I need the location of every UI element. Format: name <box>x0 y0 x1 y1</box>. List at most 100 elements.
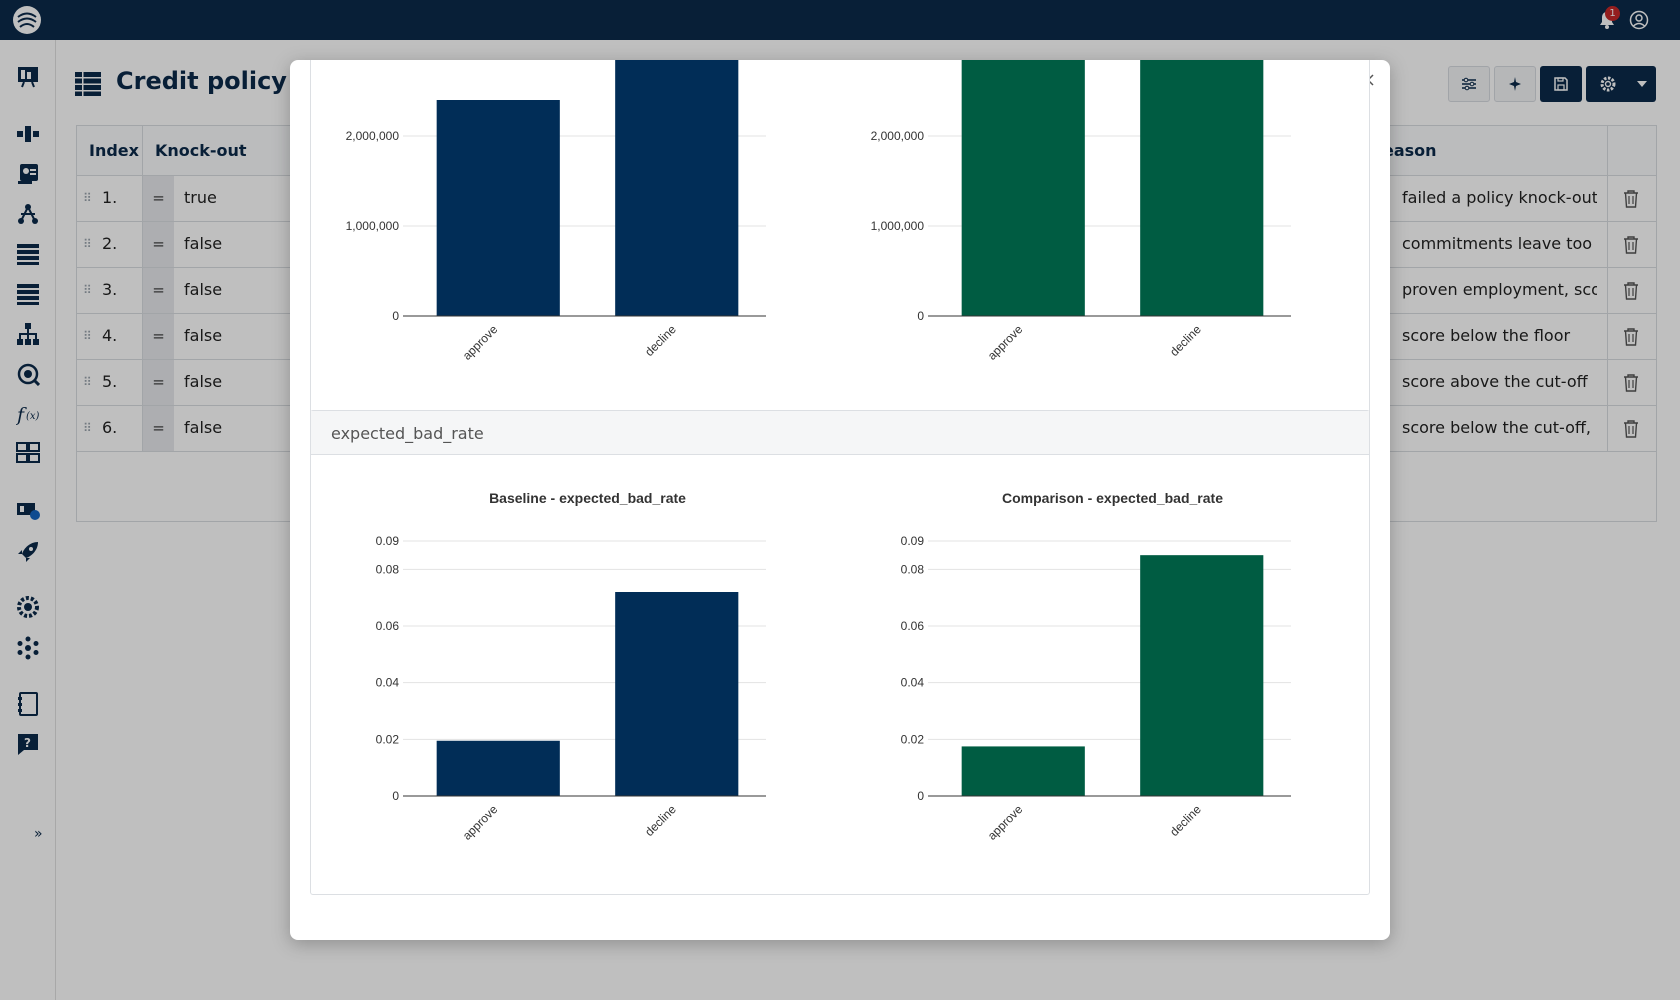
dataset-icon[interactable] <box>16 440 40 464</box>
x-tick-label: approve <box>460 802 501 843</box>
y-tick-label: 0.02 <box>376 732 400 746</box>
x-tick-label: decline <box>1167 322 1204 359</box>
y-tick-label: 0.04 <box>376 676 400 690</box>
y-tick-label: 2,000,000 <box>871 129 925 143</box>
x-tick-label: decline <box>642 802 679 839</box>
chart-title: Comparison - expected_bad_rate <box>1002 490 1223 506</box>
logo-icon[interactable] <box>11 4 43 36</box>
trash-icon[interactable] <box>1622 235 1640 255</box>
sidebar-expand-button[interactable]: » <box>34 826 43 842</box>
operator-cell[interactable]: = <box>143 176 174 221</box>
ruleset-icon[interactable] <box>16 282 40 306</box>
knockout-cell[interactable]: true <box>184 188 217 207</box>
row-index: 3. <box>102 280 118 299</box>
settings-menu-button[interactable] <box>1586 66 1656 102</box>
bar-approve <box>961 746 1085 796</box>
magic-button[interactable] <box>1494 66 1536 102</box>
x-tick-label: decline <box>1167 802 1204 839</box>
dashboard-icon[interactable] <box>16 64 40 88</box>
operator-cell[interactable]: = <box>143 360 174 405</box>
drag-handle-icon[interactable]: ⠿ <box>83 329 92 343</box>
knockout-cell[interactable]: false <box>184 418 223 437</box>
caret-down-icon <box>1637 81 1647 87</box>
baseline-chart-1: 0 1,000,000 2,000,000 approve decline <box>346 60 766 363</box>
flow-icon[interactable] <box>16 122 40 146</box>
operator-cell[interactable]: = <box>143 222 174 267</box>
trash-icon[interactable] <box>1622 327 1640 347</box>
operator-cell[interactable]: = <box>143 314 174 359</box>
y-tick-label: 0 <box>392 309 399 323</box>
policy-table-icon[interactable] <box>16 242 40 266</box>
settings-gear-icon[interactable] <box>16 595 40 619</box>
function-icon[interactable]: f (x) <box>16 402 40 426</box>
operator-cell[interactable]: = <box>143 406 174 451</box>
y-tick-label: 0.08 <box>376 562 400 576</box>
contacts-icon[interactable] <box>16 162 40 186</box>
column-divider <box>1607 126 1608 452</box>
reason-cell[interactable]: score below the cut-off, no <box>1402 418 1597 437</box>
row-index: 5. <box>102 372 118 391</box>
y-tick-label: 2,000,000 <box>346 129 400 143</box>
network-icon[interactable] <box>16 636 40 660</box>
model-icon[interactable] <box>16 362 40 386</box>
row-index: 1. <box>102 188 118 207</box>
drag-handle-icon[interactable]: ⠿ <box>83 375 92 389</box>
rocket-icon[interactable] <box>16 540 40 564</box>
y-tick-label: 0 <box>392 789 399 803</box>
column-header-knockout[interactable]: Knock-out <box>155 141 247 160</box>
bar-approve <box>961 60 1085 316</box>
y-tick-label: 0 <box>917 789 924 803</box>
panel-title: expected_bad_rate <box>331 424 484 443</box>
y-tick-label: 0.06 <box>901 619 925 633</box>
row-index: 2. <box>102 234 118 253</box>
knockout-cell[interactable]: false <box>184 372 223 391</box>
top-bar: 1 <box>0 0 1680 40</box>
trash-icon[interactable] <box>1622 419 1640 439</box>
y-tick-label: 0.08 <box>901 562 925 576</box>
trash-icon[interactable] <box>1622 373 1640 393</box>
chart-title: Baseline - expected_bad_rate <box>489 490 686 506</box>
reason-cell[interactable]: score below the floor <box>1402 326 1571 345</box>
y-tick-label: 0.09 <box>376 534 400 548</box>
knockout-cell[interactable]: false <box>184 280 223 299</box>
knockout-cell[interactable]: false <box>184 234 223 253</box>
sidebar: f (x) ? » <box>0 40 56 1000</box>
trash-icon[interactable] <box>1622 281 1640 301</box>
baseline-expected-bad-rate-chart: Baseline - expected_bad_rate 0 0.02 0.04 0.0… <box>376 490 766 843</box>
drag-handle-icon[interactable]: ⠿ <box>83 191 92 205</box>
column-header-reason[interactable]: eason <box>1383 141 1437 160</box>
hierarchy-icon[interactable] <box>16 322 40 346</box>
notification-badge: 1 <box>1605 6 1620 21</box>
bar-approve <box>436 100 560 316</box>
save-button[interactable] <box>1540 66 1582 102</box>
column-divider <box>142 126 143 452</box>
row-index: 6. <box>102 418 118 437</box>
reason-cell[interactable]: failed a policy knock-out <box>1402 188 1597 207</box>
filter-button[interactable] <box>1448 66 1490 102</box>
operator-cell[interactable]: = <box>143 268 174 313</box>
bar-decline <box>615 60 739 316</box>
user-icon[interactable] <box>1629 10 1649 30</box>
column-header-index[interactable]: Index <box>89 141 139 160</box>
reason-cell[interactable]: commitments leave too litt <box>1402 234 1597 253</box>
document-icon[interactable] <box>16 692 40 716</box>
gear-icon <box>1600 76 1616 92</box>
drag-handle-icon[interactable]: ⠿ <box>83 237 92 251</box>
trash-icon[interactable] <box>1622 189 1640 209</box>
svg-text:f: f <box>16 404 27 426</box>
table-row[interactable]: ⠿ 5. = false score above the cut-off <box>77 360 1656 406</box>
deployment-icon[interactable] <box>16 498 40 522</box>
decision-tree-icon[interactable] <box>16 202 40 226</box>
drag-handle-icon[interactable]: ⠿ <box>83 421 92 435</box>
reason-cell[interactable]: proven employment, score <box>1402 280 1597 299</box>
filter-icon <box>1462 77 1476 91</box>
drag-handle-icon[interactable]: ⠿ <box>83 283 92 297</box>
reason-cell[interactable]: score above the cut-off <box>1402 372 1588 391</box>
knockout-cell[interactable]: false <box>184 326 223 345</box>
comparison-modal: 0 1,000,000 2,000,000 approve decline 0 1,000… <box>290 60 1390 940</box>
help-icon[interactable]: ? <box>16 732 40 756</box>
panel-header: expected_bad_rate <box>311 411 1369 455</box>
y-tick-label: 1,000,000 <box>346 219 400 233</box>
y-tick-label: 0.02 <box>901 732 925 746</box>
y-tick-label: 1,000,000 <box>871 219 925 233</box>
